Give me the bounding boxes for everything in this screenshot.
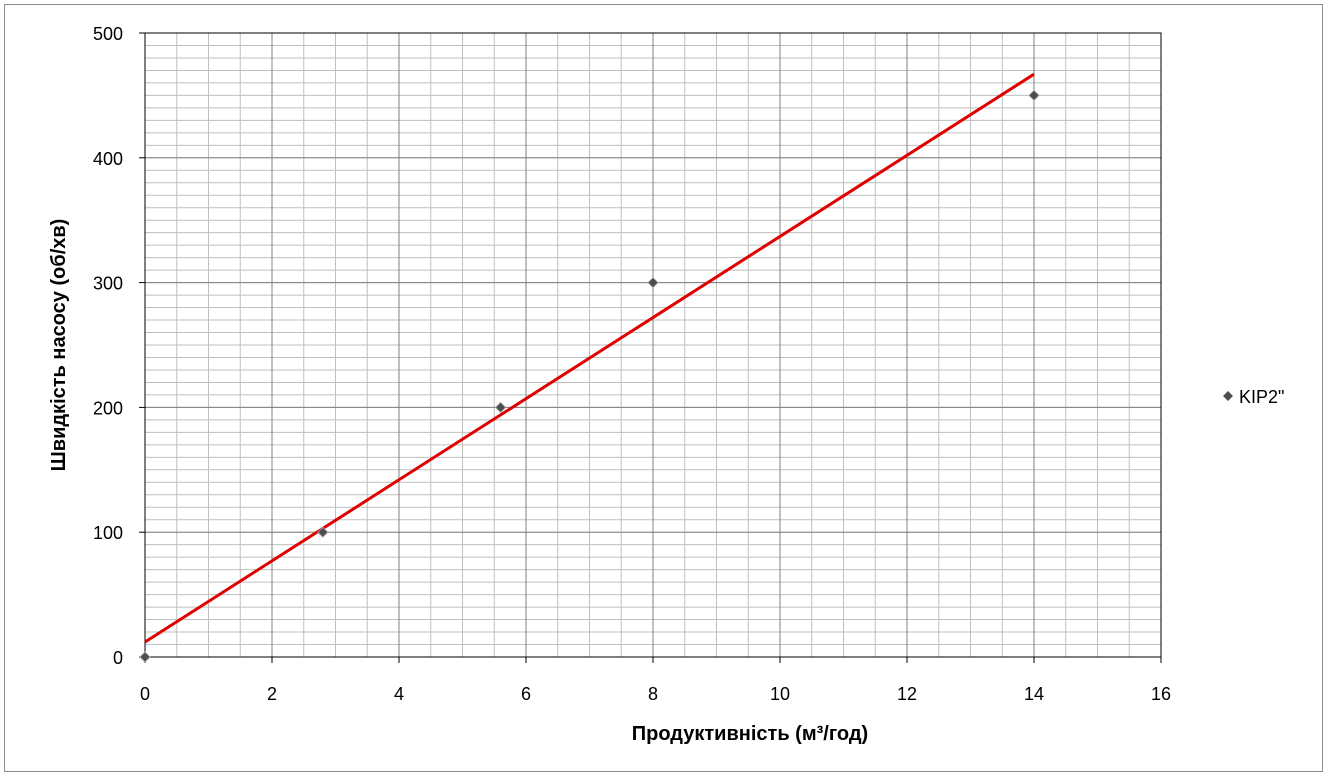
x-tick-label: 16 (1151, 684, 1171, 704)
y-tick-label: 500 (93, 24, 123, 44)
y-tick-label: 300 (93, 274, 123, 294)
plot-area-border (144, 32, 1162, 658)
trendline (144, 72, 1035, 644)
data-point (139, 651, 151, 663)
data-point (647, 277, 659, 289)
legend-marker-diamond (1223, 391, 1233, 401)
y-tick-label: 100 (93, 523, 123, 543)
y-tick-labels: 0 100 200 300 400 500 (93, 24, 123, 668)
data-point (317, 526, 329, 538)
x-tick-label: 0 (140, 684, 150, 704)
y-tick-label: 400 (93, 149, 123, 169)
x-tick-label: 4 (394, 684, 404, 704)
data-point (1028, 89, 1040, 101)
major-gridlines (139, 32, 1162, 663)
x-tick-label: 8 (648, 684, 658, 704)
x-tick-label: 2 (267, 684, 277, 704)
chart-frame (4, 4, 1323, 772)
legend-label: KIP2" (1239, 387, 1284, 407)
data-points (139, 89, 1040, 663)
x-tick-label: 14 (1024, 684, 1044, 704)
y-tick-label: 0 (113, 648, 123, 668)
y-tick-label: 200 (93, 398, 123, 418)
x-tick-label: 10 (770, 684, 790, 704)
x-tick-label: 12 (897, 684, 917, 704)
y-axis-title: Швидкість насосу (об/хв) (48, 219, 70, 472)
x-tick-label: 6 (521, 684, 531, 704)
legend: KIP2" (1223, 387, 1284, 407)
data-point (495, 401, 507, 413)
x-tick-labels: 0 2 4 6 8 10 12 14 16 (140, 684, 1171, 704)
x-axis-title: Продуктивність (м³/год) (632, 723, 868, 745)
